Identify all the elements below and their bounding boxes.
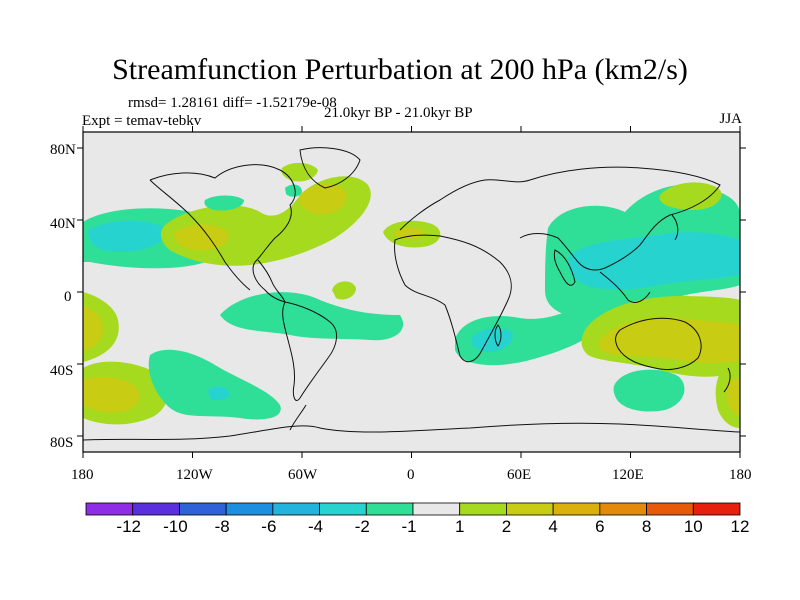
colorbar-swatch [412, 502, 461, 516]
period-label: 21.0kyr BP - 21.0kyr BP [324, 105, 473, 121]
colorbar-label: 10 [683, 517, 703, 536]
colorbar-swatch [319, 502, 367, 516]
contour-n-atl-neg [204, 195, 244, 211]
contour-australia-pos-core [598, 317, 740, 364]
lon-label-60w: 60W [288, 467, 318, 483]
contour-s-atlantic-neg-core [208, 386, 230, 401]
coast-north-america [149, 164, 296, 303]
colorbar [85, 502, 741, 516]
contour-n-pacific-pos [659, 182, 722, 210]
contour-carib-pos [332, 281, 356, 300]
colorbar-label: -1 [401, 517, 417, 536]
coast-greenland [299, 147, 361, 189]
coast-africa [394, 234, 512, 363]
colorbar-label: 2 [501, 517, 512, 536]
coast-europe [399, 179, 531, 231]
coast-madagascar [494, 324, 502, 347]
lon-label-120e: 120E [612, 467, 644, 483]
lon-label-180e: 180 [729, 467, 752, 483]
lon-label-120w: 120W [176, 467, 213, 483]
coast-antarctic-peninsula [289, 404, 307, 431]
contour-na-pos-core [174, 224, 229, 251]
colorbar-label: -8 [214, 517, 230, 536]
lat-label-40n: 40N [50, 216, 76, 232]
colorbar-swatch [692, 502, 741, 516]
colorbar-swatch [85, 502, 134, 516]
lon-label-0: 0 [407, 467, 415, 483]
stats-text: rmsd= 1.28161 diff= -1.52179e-08 [128, 95, 337, 111]
lat-label-80n: 80N [50, 142, 76, 158]
colorbar-swatch [506, 502, 554, 516]
lon-label-180w: 180 [71, 467, 94, 483]
contour-greenland-pos [281, 162, 318, 182]
colorbar-label: -10 [163, 517, 188, 536]
lon-label-60e: 60E [507, 467, 532, 483]
coastlines [83, 147, 740, 441]
experiment-label: Expt = temav-tebkv [82, 113, 202, 129]
coast-se-asia [599, 271, 651, 303]
colorbar-label: -4 [308, 517, 324, 536]
colorbar-swatch [552, 502, 601, 516]
contour-na-neg-small [285, 184, 302, 197]
contour-s-indian-neg [613, 369, 685, 412]
contour-s-atlantic-neg [148, 349, 281, 420]
colorbar-label: -6 [261, 517, 277, 536]
contour-indian-neg-core [471, 328, 513, 352]
colorbar-label: 1 [454, 517, 465, 536]
colorbar-swatch [646, 502, 694, 516]
colorbar-swatch [132, 502, 180, 516]
coast-asia [519, 166, 721, 271]
colorbar-swatch [272, 502, 320, 516]
coast-australia [615, 317, 702, 371]
contour-fills [83, 162, 740, 428]
colorbar-label: 12 [730, 517, 750, 536]
coast-south-america [282, 301, 337, 401]
coast-japan [671, 214, 679, 241]
coast-antarctica [83, 422, 740, 441]
colorbar-swatch [459, 502, 507, 516]
colorbar-label: 8 [641, 517, 652, 536]
colorbar-label: -12 [116, 517, 141, 536]
contour-s-pacific-pos-core [83, 305, 104, 350]
colorbar-swatch [365, 502, 414, 516]
lat-label-80s: 80S [50, 435, 74, 451]
contour-na-pos-core2 [299, 184, 347, 215]
colorbar-label: -2 [354, 517, 370, 536]
colorbar-label: 4 [548, 517, 558, 536]
contour-eq-pacific-neg [220, 292, 404, 341]
plot-title: Streamfunction Perturbation at 200 hPa (… [112, 53, 688, 86]
colorbar-swatch [599, 502, 647, 516]
coast-north-america-west [149, 179, 251, 291]
contour-south-pacific-pos-big-core [83, 376, 140, 413]
colorbar-swatch [225, 502, 274, 516]
season-label: JJA [719, 111, 742, 127]
lat-label-0: 0 [64, 289, 72, 305]
colorbar-swatch [179, 502, 227, 516]
colorbar-label: 6 [595, 517, 605, 536]
contour-north-pacific-neg-core [88, 220, 166, 252]
coast-india [553, 249, 576, 286]
lat-label-40s: 40S [50, 363, 74, 379]
contour-asia-neg-core [568, 232, 740, 290]
coast-new-zealand [723, 367, 731, 393]
axis-ticks [77, 126, 746, 458]
contour-se-pacific-pos-core [726, 378, 740, 415]
